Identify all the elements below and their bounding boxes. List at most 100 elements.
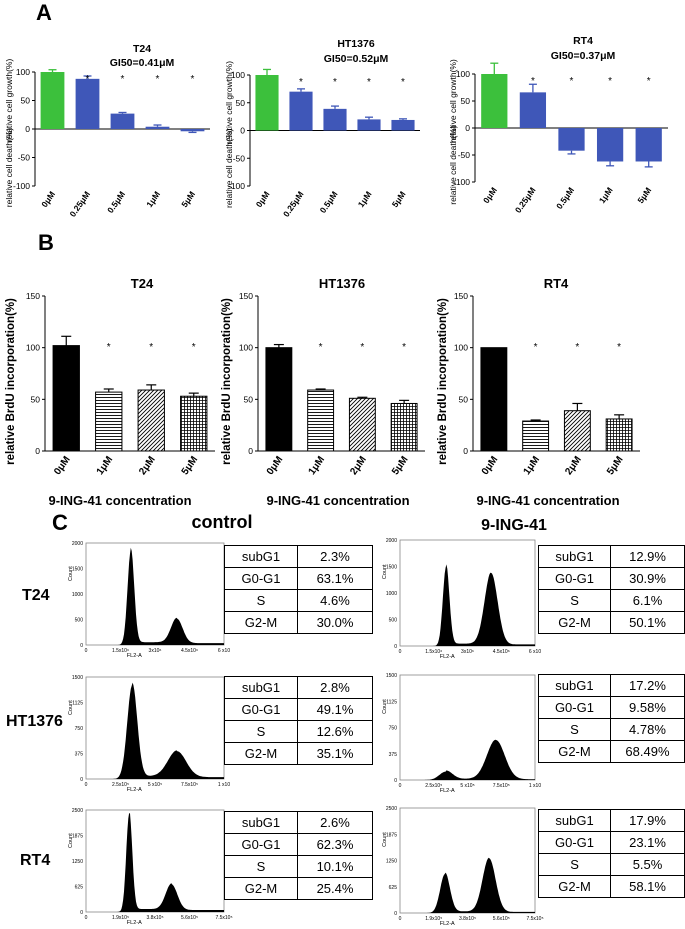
bar — [522, 420, 550, 452]
x-tick-label: 1.9x10⁵ — [112, 915, 129, 921]
cell-cycle-table: subG1 2.8% G0-G1 49.1% S 12.6% G2-M 35.1% — [224, 676, 373, 765]
y-tick-label: 0 — [80, 777, 83, 783]
y-label-growth: relative cell growth(%) — [448, 59, 458, 143]
phase-label: subG1 — [224, 545, 298, 568]
x-tick-label: 0 — [85, 782, 88, 788]
phase-percent: 17.9% — [610, 809, 685, 832]
phase-label: subG1 — [537, 809, 612, 832]
x-tick-label: 2μM — [348, 454, 368, 477]
phase-percent: 6.1% — [610, 589, 685, 612]
charts-layer: -100 -50 0 50 100 0μM * 0.25μM * 0.5μM * 1μM * 5μM T24… — [4, 35, 668, 927]
y-tick-label: 0 — [80, 910, 83, 916]
phase-percent: 12.6% — [297, 720, 373, 743]
phase-label: G2-M — [537, 611, 612, 634]
histogram-area — [400, 564, 535, 646]
bar — [95, 391, 123, 452]
phase-label: S — [224, 589, 298, 612]
significance-star: * — [534, 342, 538, 353]
y-tick-label: 1250 — [386, 859, 397, 865]
y-tick-label: 0 — [80, 643, 83, 649]
y-tick-label: 1250 — [72, 859, 83, 865]
y-tick-label: 2500 — [386, 806, 397, 812]
bar — [137, 389, 165, 452]
phase-label: G2-M — [224, 877, 298, 900]
x-tick-label: 0μM — [480, 454, 500, 477]
x-tick-label: 1μM — [144, 189, 162, 209]
y-tick-label: 1500 — [72, 675, 83, 681]
chart-b-t24: 0 50 100 150 0μM * 1μM * 2μM * 5μM T24 relative BrdU… — [5, 276, 215, 508]
significance-star: * — [333, 77, 337, 88]
y-tick-label: -50 — [458, 150, 471, 160]
table-row: G0-G1 49.1% — [224, 698, 373, 721]
x-tick-label: 7.5x10⁵ — [493, 783, 510, 789]
significance-star: * — [647, 76, 651, 87]
chart-title: RT4 — [573, 35, 593, 47]
significance-star: * — [156, 74, 160, 85]
x-tick-label: 1μM — [95, 454, 115, 477]
significance-star: * — [570, 76, 574, 87]
x-tick-label: 0.25μM — [67, 189, 92, 218]
plot-frame — [399, 674, 536, 781]
table-row: S 5.5% — [537, 853, 685, 876]
chart-b-ht1376: 0 50 100 150 0μM * 1μM * 2μM * 5μM HT1376 relative B… — [221, 276, 425, 508]
x-label: FL2-A — [127, 920, 142, 926]
x-tick-label: 6 x10 — [529, 649, 541, 655]
phase-label: S — [538, 718, 611, 741]
x-tick-label: 0 — [399, 783, 402, 789]
x-tick-label: 0μM — [265, 454, 285, 477]
plot-frame — [85, 676, 225, 780]
table-row: subG1 12.9% — [537, 545, 685, 568]
x-label: 9-ING-41 concentration — [48, 493, 191, 508]
y-tick-label: 750 — [75, 726, 84, 732]
table-row: S 12.6% — [224, 720, 373, 743]
x-tick-label: 1μM — [522, 454, 542, 477]
phase-percent: 62.3% — [297, 833, 373, 856]
phase-label: G0-G1 — [224, 833, 298, 856]
x-label: 9-ING-41 concentration — [476, 493, 619, 508]
chart-title: HT1376 — [337, 38, 375, 50]
x-tick-label: 0μM — [39, 189, 57, 209]
flow-histogram-5: 0 625 1250 1875 2500 0 1.9x10⁵ 3.8x10⁵ 5.6x10⁵ 7.… — [382, 806, 544, 927]
bar — [40, 72, 65, 129]
x-tick-label: 5μM — [390, 189, 408, 209]
y-tick-label: 0 — [248, 446, 253, 456]
table-row: subG1 2.6% — [224, 811, 373, 834]
x-tick-label: 7.5x10⁵ — [526, 916, 543, 922]
bar — [519, 92, 547, 128]
y-tick-label: 1500 — [386, 673, 397, 679]
significance-star: * — [192, 342, 196, 353]
significance-star: * — [401, 77, 405, 88]
table-row: G0-G1 30.9% — [537, 567, 685, 590]
plot-frame — [399, 807, 536, 914]
y-tick-label: 2000 — [72, 541, 83, 547]
y-tick-label: 50 — [244, 394, 254, 404]
phase-percent: 25.4% — [297, 877, 373, 900]
y-label-growth: relative cell growth(%) — [4, 59, 14, 143]
bar — [605, 418, 633, 452]
y-tick-label: 50 — [461, 96, 471, 106]
y-label-death: relative cell death(%) — [448, 125, 458, 205]
y-tick-label: 100 — [26, 343, 40, 353]
y-tick-label: 1000 — [72, 592, 83, 598]
y-tick-label: 1500 — [72, 567, 83, 573]
table-row: G2-M 30.0% — [224, 611, 373, 634]
y-label: Count — [68, 833, 74, 848]
y-tick-label: 50 — [31, 394, 41, 404]
plot-frame — [399, 539, 536, 647]
y-label: Count — [68, 566, 74, 581]
row-label-ht1376: HT1376 — [6, 713, 63, 730]
y-tick-label: 0 — [394, 911, 397, 917]
x-tick-label: 0.25μM — [513, 185, 538, 214]
y-tick-label: 1125 — [386, 699, 397, 705]
x-tick-label: 5 x10⁵ — [148, 782, 162, 788]
x-tick-label: 7.5x10⁵ — [215, 915, 232, 921]
bar — [558, 128, 585, 151]
panel-label-c: C — [52, 510, 68, 535]
phase-label: G2-M — [538, 740, 611, 763]
table-row: subG1 2.8% — [224, 676, 373, 699]
y-tick-label: 0 — [394, 644, 397, 650]
phase-percent: 23.1% — [610, 831, 685, 854]
row-label-t24: T24 — [22, 587, 50, 604]
phase-percent: 63.1% — [297, 567, 373, 590]
